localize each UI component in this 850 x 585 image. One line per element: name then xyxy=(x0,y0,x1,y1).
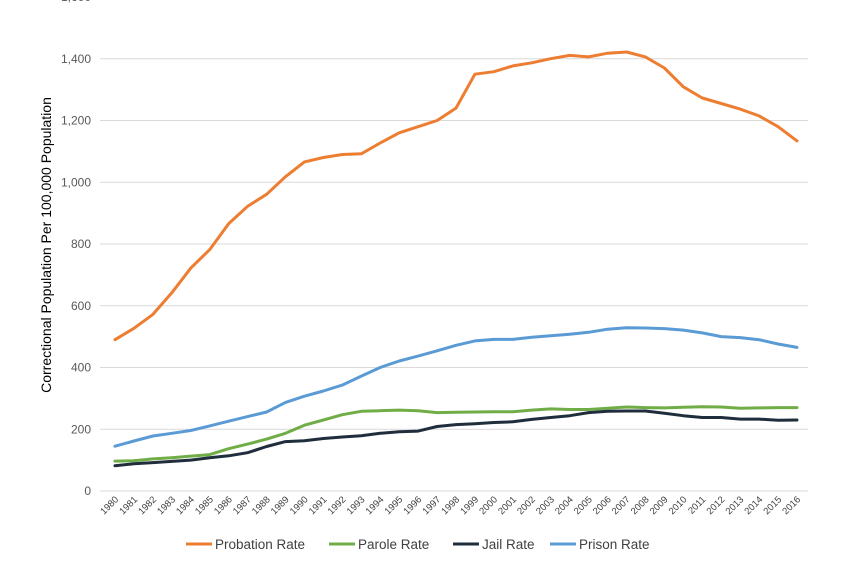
legend-label: Parole Rate xyxy=(358,537,429,552)
x-tick-label: 1988 xyxy=(250,494,273,517)
gridlines xyxy=(100,58,808,492)
legend-label: Prison Rate xyxy=(579,537,650,552)
x-tick-label: 1999 xyxy=(458,494,481,517)
x-tick-label: 2010 xyxy=(667,494,690,517)
y-tick-label: 1,000 xyxy=(61,175,91,189)
x-tick-label: 1987 xyxy=(231,494,254,517)
x-tick-label: 2016 xyxy=(780,494,803,517)
series-line-parole-rate xyxy=(113,405,799,463)
x-tick-label: 1989 xyxy=(269,494,292,517)
y-tick-label: 1,600 xyxy=(61,0,91,4)
x-tick-label: 2011 xyxy=(686,494,708,516)
x-tick-label: 1992 xyxy=(326,494,349,517)
series-line-prison-rate xyxy=(113,326,799,448)
y-tick-label: 1,200 xyxy=(61,114,91,128)
x-tick-label: 1980 xyxy=(98,494,121,517)
x-tick-label: 2000 xyxy=(477,494,500,517)
x-tick-label: 1995 xyxy=(383,494,406,517)
y-tick-label: 600 xyxy=(71,299,91,313)
x-tick-label: 1983 xyxy=(155,494,178,517)
y-tick-label: 0 xyxy=(84,484,91,498)
x-tick-label: 1991 xyxy=(307,494,330,517)
x-tick-label: 2015 xyxy=(761,494,784,517)
series-lines xyxy=(113,50,799,468)
x-tick-label: 2012 xyxy=(705,494,728,517)
x-tick-label: 2003 xyxy=(534,494,557,517)
x-tick-label: 2005 xyxy=(572,494,595,517)
x-tick-label: 1993 xyxy=(345,494,368,517)
series-line-jail-rate xyxy=(113,409,799,468)
x-tick-label: 1996 xyxy=(402,494,425,517)
x-tick-label: 1982 xyxy=(136,494,159,517)
x-tick-label: 2014 xyxy=(743,494,766,517)
x-tick-label: 2007 xyxy=(610,494,633,517)
x-tick-label: 1997 xyxy=(420,494,443,517)
x-tick-label: 2013 xyxy=(724,494,747,517)
x-tick-label: 2001 xyxy=(496,494,519,517)
x-tick-label: 2006 xyxy=(591,494,614,517)
y-axis-ticks: 0 200 400 600 800 1,000 1,200 1,400 1,600 xyxy=(61,0,91,498)
legend-label: Probation Rate xyxy=(215,537,305,552)
y-tick-label: 400 xyxy=(71,361,91,375)
x-tick-label: 1986 xyxy=(212,494,235,517)
x-tick-label: 1985 xyxy=(193,494,216,517)
y-tick-label: 1,400 xyxy=(61,52,91,66)
legend-label: Jail Rate xyxy=(482,537,535,552)
series-line-probation-rate xyxy=(113,50,799,342)
x-tick-label: 1994 xyxy=(364,494,387,517)
x-tick-label: 2004 xyxy=(553,494,576,517)
x-tick-label: 1998 xyxy=(439,494,462,517)
x-tick-label: 1990 xyxy=(288,494,311,517)
x-tick-label: 1984 xyxy=(174,494,197,517)
x-axis-ticks: 1980198119821983198419851986198719881989… xyxy=(98,494,803,517)
x-tick-label: 1981 xyxy=(117,494,140,517)
y-tick-label: 800 xyxy=(71,237,91,251)
y-tick-label: 200 xyxy=(71,422,91,436)
x-tick-label: 2008 xyxy=(629,494,652,517)
x-tick-label: 2002 xyxy=(515,494,538,517)
y-axis-label: Correctional Population Per 100,000 Popu… xyxy=(38,97,54,393)
legend: Probation Rate Parole Rate Jail Rate Prison… xyxy=(186,537,650,552)
x-tick-label: 2009 xyxy=(648,494,671,517)
